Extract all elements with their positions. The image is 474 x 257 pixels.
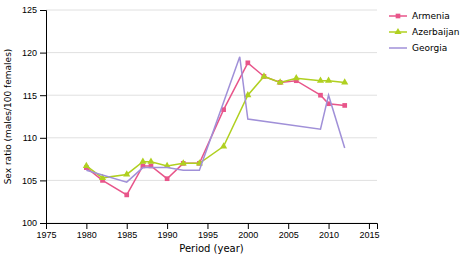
marker bbox=[245, 60, 250, 65]
legend-label: Azerbaijan bbox=[412, 27, 460, 37]
tick-mark bbox=[248, 223, 249, 229]
tick-mark bbox=[40, 53, 46, 54]
marker bbox=[83, 162, 90, 168]
tick-label: 1985 bbox=[117, 230, 137, 240]
tick: 1980 bbox=[77, 223, 97, 240]
tick-mark bbox=[167, 223, 168, 229]
tick: 110 bbox=[23, 133, 46, 143]
grid-line bbox=[46, 52, 377, 53]
legend-marker bbox=[394, 28, 401, 34]
tick: 2005 bbox=[279, 223, 299, 240]
marker bbox=[165, 176, 170, 181]
tick-label: 2010 bbox=[319, 230, 339, 240]
tick: 2015 bbox=[359, 223, 379, 240]
marker bbox=[139, 158, 146, 164]
marker bbox=[325, 77, 332, 83]
tick-label: 2005 bbox=[279, 230, 299, 240]
marker bbox=[180, 159, 187, 165]
series-line bbox=[86, 63, 344, 195]
series-area bbox=[83, 57, 348, 197]
tick-label: 2015 bbox=[359, 230, 379, 240]
legend: Armenia Azerbaijan Georgia bbox=[389, 11, 460, 53]
tick-mark bbox=[40, 223, 46, 224]
marker bbox=[124, 193, 129, 198]
tick-label: 125 bbox=[22, 5, 37, 15]
tick: 1995 bbox=[198, 223, 218, 240]
legend-label: Armenia bbox=[412, 11, 450, 21]
tick-mark bbox=[86, 223, 87, 229]
tick-label: 100 bbox=[22, 218, 37, 228]
tick-label: 115 bbox=[23, 91, 37, 101]
tick-mark bbox=[40, 138, 46, 139]
tick-mark bbox=[288, 223, 289, 229]
tick-mark bbox=[207, 223, 208, 229]
tick-mark bbox=[40, 180, 46, 181]
tick: 100 bbox=[22, 218, 46, 228]
tick: 1990 bbox=[158, 223, 178, 240]
grid-line bbox=[46, 180, 377, 181]
tick-label: 110 bbox=[23, 133, 37, 143]
tick-mark bbox=[40, 10, 46, 11]
tick-label: 1980 bbox=[77, 230, 97, 240]
tick: 105 bbox=[22, 176, 46, 186]
x-axis: 1975 1980 1985 1990 1995 2000 2005 2010 2015 bbox=[36, 223, 379, 240]
markers bbox=[84, 60, 347, 197]
tick-label: 2000 bbox=[238, 230, 258, 240]
tick: 120 bbox=[22, 48, 46, 58]
grid-line bbox=[46, 95, 377, 96]
y-axis: 100 105 110 115 120 125 bbox=[22, 5, 47, 228]
chart: 1975198019851990199520002005201020151001… bbox=[0, 0, 474, 257]
tick-label: 1975 bbox=[36, 230, 56, 240]
tick: 1975 bbox=[36, 223, 56, 240]
axis-line bbox=[47, 224, 378, 230]
legend-item: Georgia bbox=[389, 43, 447, 53]
series-line bbox=[86, 57, 344, 182]
marker bbox=[341, 78, 348, 84]
marker bbox=[318, 93, 323, 98]
plot: 1975198019851990199520002005201020151001… bbox=[22, 5, 379, 240]
tick-label: 120 bbox=[22, 48, 37, 58]
grid-line bbox=[46, 10, 377, 11]
marker bbox=[277, 78, 284, 84]
tick-label: 105 bbox=[22, 176, 37, 186]
tick-mark bbox=[40, 95, 46, 96]
marker bbox=[342, 103, 347, 108]
axis-line bbox=[40, 11, 47, 224]
tick-mark bbox=[369, 223, 370, 229]
grid bbox=[46, 10, 377, 223]
tick: 1985 bbox=[117, 223, 137, 240]
marker bbox=[317, 77, 324, 83]
legend-swatch bbox=[389, 47, 407, 49]
x-axis-title: Period (year) bbox=[179, 243, 244, 254]
tick: 125 bbox=[22, 5, 46, 15]
tick-label: 1990 bbox=[158, 230, 178, 240]
legend-item: Azerbaijan bbox=[389, 27, 460, 37]
marker bbox=[123, 170, 130, 176]
marker bbox=[260, 72, 267, 78]
marker bbox=[147, 158, 154, 164]
tick-label: 1995 bbox=[198, 230, 218, 240]
marker bbox=[293, 74, 300, 80]
legend-item: Armenia bbox=[389, 11, 450, 21]
y-axis-title: Sex ratio (males/100 females) bbox=[3, 49, 13, 185]
tick-mark bbox=[329, 223, 330, 229]
tick: 2000 bbox=[238, 223, 258, 240]
legend-label: Georgia bbox=[412, 43, 447, 53]
tick: 115 bbox=[23, 91, 46, 101]
legend-marker bbox=[396, 14, 401, 19]
tick: 2010 bbox=[319, 223, 339, 240]
tick-mark bbox=[127, 223, 128, 229]
marker bbox=[220, 142, 227, 148]
